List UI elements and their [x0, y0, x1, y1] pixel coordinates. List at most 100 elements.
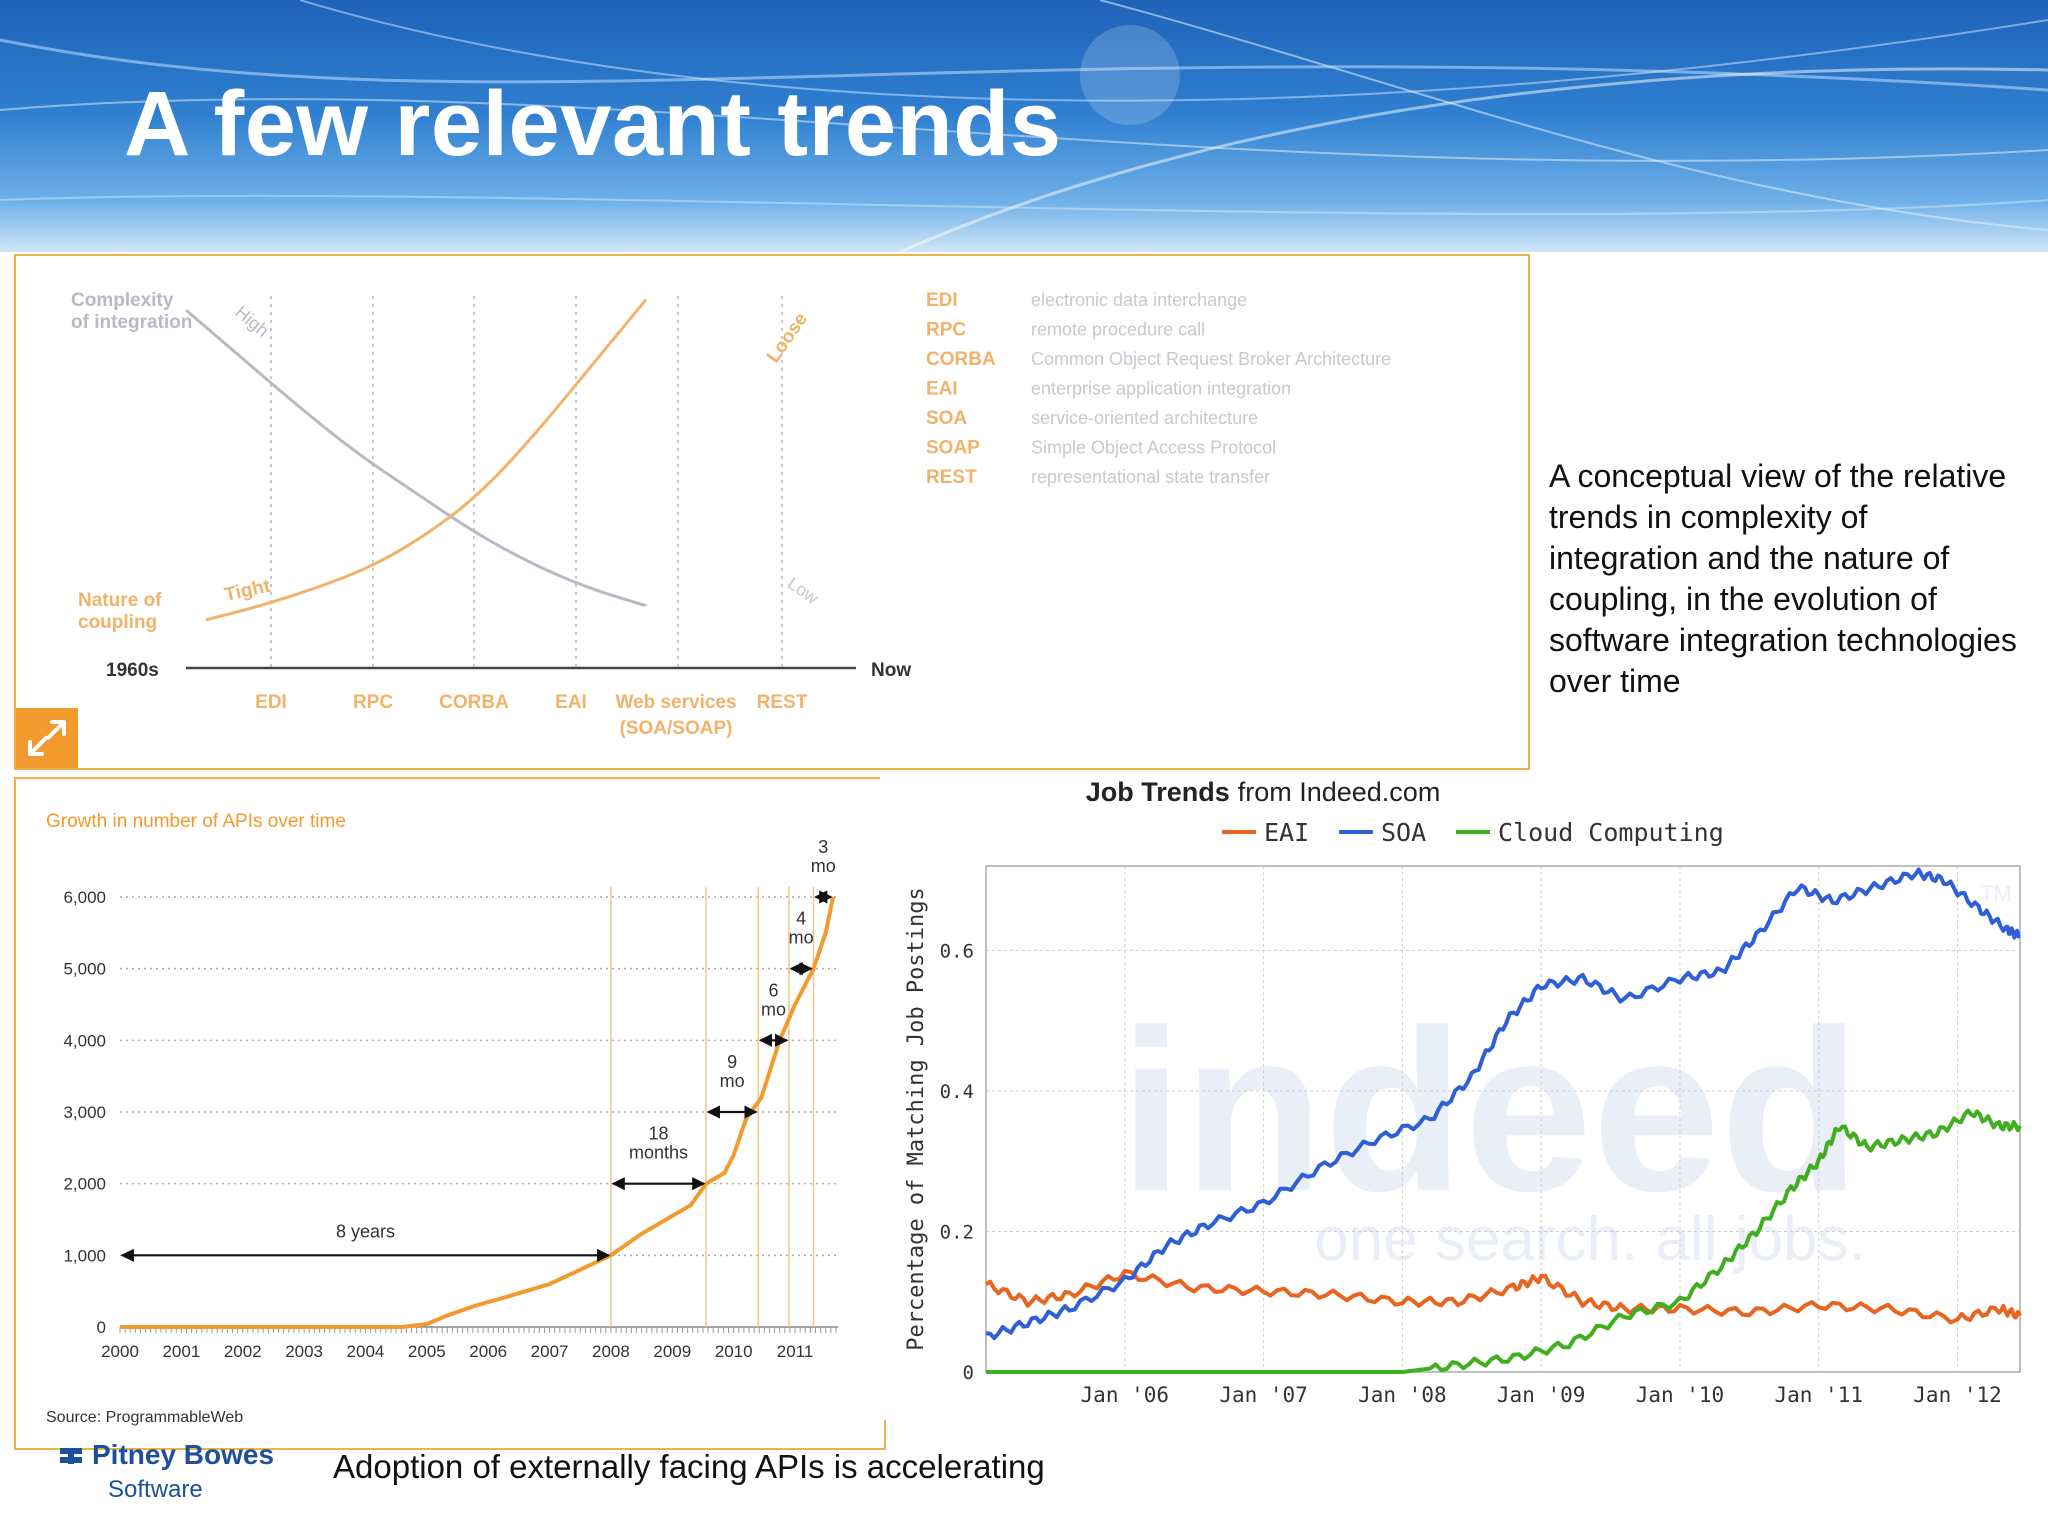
glossary-desc: service-oriented architecture	[1031, 408, 1258, 428]
job-trends-title: Job Trends from Indeed.com	[1086, 777, 1441, 807]
y-tick-label: 0.2	[940, 1221, 974, 1243]
x-tick-label: 2006	[469, 1342, 507, 1361]
x-tick-label: 2001	[162, 1342, 200, 1361]
coupling-end-label: Loose	[763, 309, 812, 367]
glossary-abbr: EDI	[926, 290, 958, 311]
y-tick-label: 4,000	[63, 1031, 106, 1050]
category-label: REST	[757, 692, 808, 713]
trend-line-complexity	[185, 308, 647, 608]
legend-label: EAI	[1264, 818, 1309, 847]
x-tick-label: 2003	[285, 1342, 323, 1361]
y-tick-label: 0	[97, 1318, 106, 1337]
banner-swoosh-decoration	[0, 0, 2048, 252]
x-tick-label: Jan '11	[1774, 1383, 1863, 1407]
glossary-desc: representational state transfer	[1031, 467, 1270, 487]
interval-label-line: 6	[769, 980, 779, 1000]
x-tick-label: 2008	[592, 1342, 630, 1361]
glossary-desc: Simple Object Access Protocol	[1031, 438, 1276, 458]
axis-start-label: 1960s	[106, 660, 159, 681]
category-label-line: Web services	[615, 692, 736, 713]
x-tick-label: 2000	[101, 1342, 139, 1361]
job-trends-chart: Job Trends from Indeed.com EAI SOA Cloud Com…	[904, 777, 2022, 1407]
category-label: RPC	[353, 692, 393, 713]
legend-label: Cloud Computing	[1498, 818, 1724, 847]
interval-label: 3 mo	[811, 837, 836, 876]
integration-trends-panel: 1960s Now EDI RPC CORBA EAI Web services (SOA/S…	[14, 254, 1530, 770]
api-growth-chart: Growth in number of APIs over time 0 1,000…	[46, 811, 838, 1426]
x-tick-label: 2011	[777, 1342, 814, 1361]
x-tick-label: Jan '09	[1497, 1383, 1586, 1407]
watermark-tm: TM	[1980, 881, 2012, 906]
glossary-desc: Common Object Request Broker Architectur…	[1031, 349, 1391, 369]
complexity-end-label: Low	[784, 573, 823, 609]
api-growth-line	[120, 896, 836, 1329]
indeed-watermark: indeed	[1119, 982, 1860, 1239]
integration-trends-chart: 1960s Now EDI RPC CORBA EAI Web services (SOA/S…	[16, 290, 1391, 768]
complexity-label-line: of integration	[71, 312, 192, 333]
expand-icon	[28, 720, 66, 756]
category-label: Web services (SOA/SOAP)	[615, 692, 736, 739]
plot-area	[985, 865, 2021, 1373]
y-axis-label: Percentage of Matching Job Postings	[904, 887, 929, 1351]
glossary-desc: electronic data interchange	[1031, 290, 1247, 310]
interval-label-line: 4	[796, 909, 806, 929]
logo-name: Pitney Bowes	[92, 1440, 274, 1470]
glossary-abbr: EAI	[926, 379, 958, 400]
glossary-desc: enterprise application integration	[1031, 379, 1291, 399]
slide-title: A few relevant trends	[124, 73, 1062, 175]
coupling-label: Nature of coupling	[78, 590, 162, 633]
interval-label: 8 years	[336, 1221, 395, 1241]
title-banner: A few relevant trends	[0, 0, 2048, 252]
x-tick-label: Jan '06	[1081, 1383, 1170, 1407]
conceptual-view-caption: A conceptual view of the relative trends…	[1549, 458, 2017, 699]
pitney-bowes-logo-mark: Pitney Bowes Software	[60, 1439, 274, 1503]
glossary-desc: remote procedure call	[1031, 320, 1205, 340]
coupling-start-label: Tight	[223, 576, 273, 606]
coupling-label-line: Nature of	[78, 590, 162, 611]
x-tick-label: 2007	[531, 1342, 569, 1361]
interval-label-line: 3	[818, 837, 828, 857]
api-chart-title: Growth in number of APIs over time	[46, 811, 346, 832]
api-growth-panel: Growth in number of APIs over time 0 1,000…	[14, 777, 886, 1450]
category-label: CORBA	[439, 692, 509, 713]
interval-label: 4 mo	[789, 909, 814, 948]
x-tick-label: Jan '08	[1358, 1383, 1447, 1407]
y-tick-label: 0.4	[940, 1081, 974, 1103]
interval-label-line: 9	[727, 1052, 737, 1072]
y-tick-label: 6,000	[63, 888, 106, 907]
x-tick-label: Jan '10	[1636, 1383, 1725, 1407]
y-tick-label: 0	[963, 1362, 974, 1384]
series-line-soa	[985, 867, 2021, 1341]
legend-label: SOA	[1381, 818, 1426, 847]
glossary-abbr: CORBA	[926, 349, 996, 370]
y-tick-label: 0.6	[940, 940, 974, 962]
x-tick-label: 2005	[408, 1342, 446, 1361]
interval-label-line: months	[629, 1143, 688, 1163]
interval-label: 18 months	[629, 1124, 688, 1163]
coupling-label-line: coupling	[78, 612, 157, 633]
glossary-abbr: SOA	[926, 408, 967, 429]
interval-label-line: mo	[761, 999, 786, 1019]
axis-end-label: Now	[871, 660, 911, 681]
x-tick-label: Jan '12	[1913, 1383, 2002, 1407]
x-tick-label: 2002	[224, 1342, 262, 1361]
trend-line-coupling	[205, 298, 648, 622]
glossary-abbr: REST	[926, 467, 977, 488]
y-tick-label: 1,000	[63, 1246, 106, 1265]
series-line-eai	[984, 1268, 2022, 1325]
logo-subtitle: Software	[108, 1476, 203, 1503]
category-label: EDI	[255, 692, 287, 713]
complexity-start-label: High	[231, 302, 272, 341]
x-tick-label: 2010	[715, 1342, 753, 1361]
interval-label-line: mo	[720, 1071, 745, 1091]
y-tick-label: 3,000	[63, 1103, 106, 1122]
complexity-label-line: Complexity	[71, 290, 174, 311]
x-tick-label: 2009	[653, 1342, 691, 1361]
y-tick-label: 5,000	[63, 960, 106, 979]
category-label: EAI	[555, 692, 587, 713]
interval-label-line: mo	[789, 928, 814, 948]
indeed-watermark-tagline: one search. all jobs.	[1314, 1205, 1865, 1274]
glossary-abbr: SOAP	[926, 438, 980, 459]
category-label-line: (SOA/SOAP)	[620, 718, 733, 739]
interval-label: 9 mo	[720, 1052, 745, 1091]
